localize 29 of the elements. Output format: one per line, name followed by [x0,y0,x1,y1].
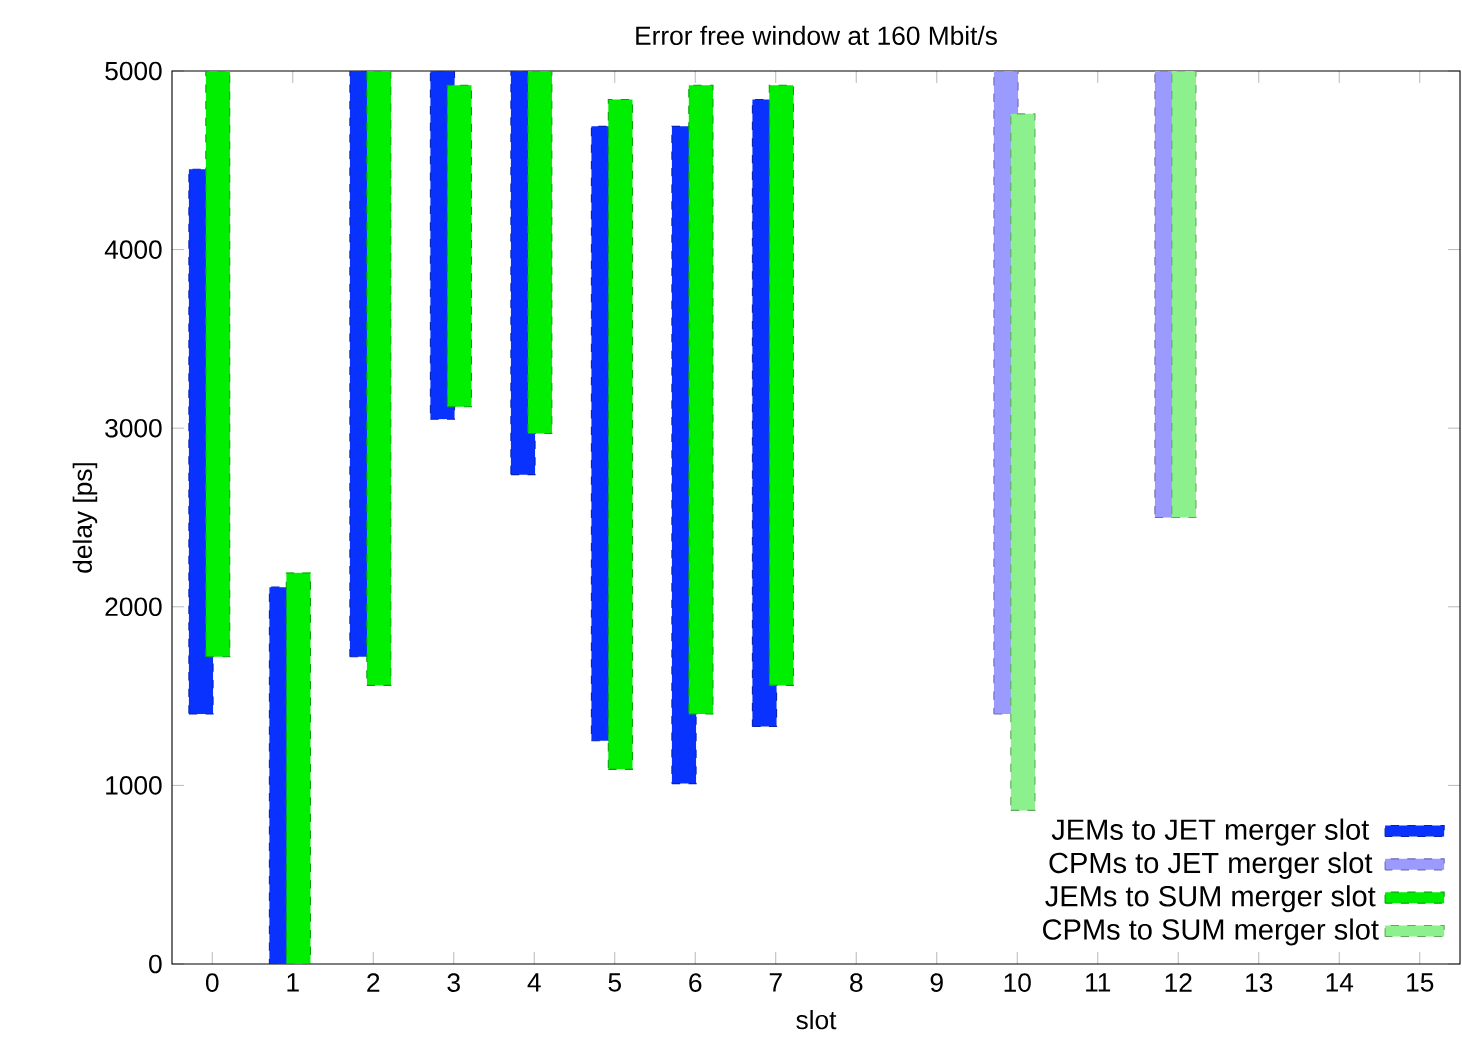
y-tick-label: 0 [149,954,162,974]
y-tick-label: 5000 [105,61,162,81]
x-tick-label: 1 [287,973,299,992]
x-tick-label: 0 [205,973,219,992]
x-tick-label: 7 [769,973,782,992]
y-axis-title: delay [ps] [72,463,98,573]
x-tick-label: 9 [930,973,943,992]
x-tick-label: 10 [1004,973,1031,992]
x-tick-label: 14 [1326,973,1354,992]
chart-title: Error free window at 160 Mbit/s [636,25,997,46]
x-tick-label: 5 [608,973,621,992]
x-tick-label: 15 [1407,973,1434,992]
y-tick-label: 1000 [106,776,162,795]
x-tick-label: 11 [1086,973,1111,992]
y-tick-label: 4000 [104,240,162,259]
x-tick-label: 12 [1165,973,1192,992]
y-tick-label: 3000 [105,418,162,438]
legend-label: JEMs to JET merger slot [1051,818,1370,846]
legend-label: CPMs to JET merger slot [1049,851,1373,879]
x-tick-label: 6 [689,973,702,992]
legend-label: JEMs to SUM merger slot [1045,885,1376,913]
x-axis-title: slot [796,1010,837,1030]
x-tick-label: 2 [367,973,380,992]
y-tick-label: 2000 [105,597,162,617]
x-tick-label: 13 [1246,973,1273,992]
legend-label: CPMs to SUM merger slot [1043,918,1379,946]
x-tick-label: 8 [850,973,863,992]
x-tick-label: 4 [527,973,541,992]
x-tick-label: 3 [447,973,460,992]
